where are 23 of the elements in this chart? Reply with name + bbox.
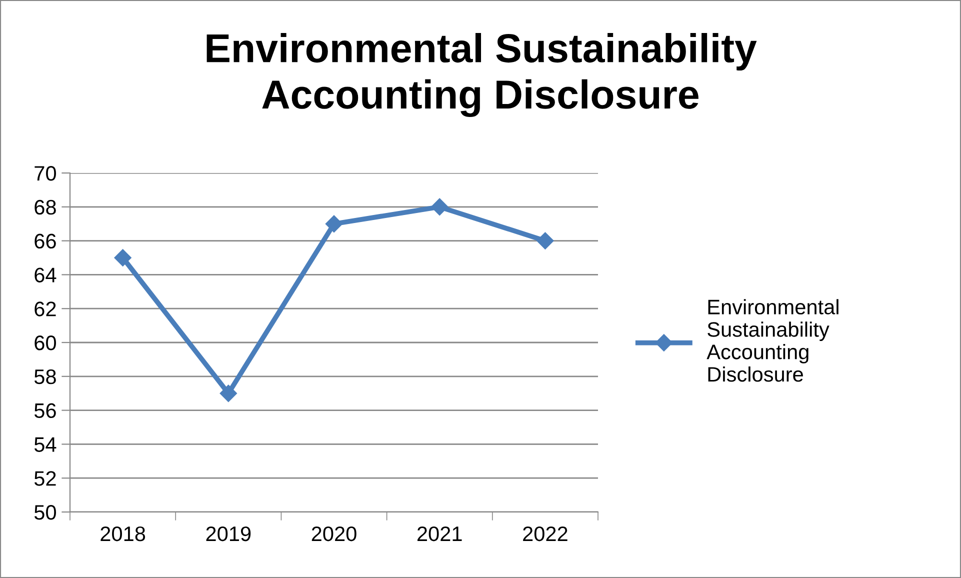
y-tick-label: 66 xyxy=(34,234,56,249)
y-tick-label: 60 xyxy=(34,336,56,350)
y-tick-label: 54 xyxy=(34,437,56,452)
y-tick-label: 62 xyxy=(34,302,56,316)
point xyxy=(536,232,554,250)
point xyxy=(431,198,448,216)
x-tick-label: 2019 xyxy=(206,526,251,542)
x-tick-label: 2020 xyxy=(312,526,356,542)
y-tick-label: 58 xyxy=(34,369,56,384)
point xyxy=(220,384,237,402)
y-tick-label: 64 xyxy=(34,268,56,282)
x-tick-label: 2022 xyxy=(523,526,568,542)
legend-label: Environmental Sustainability Accounting Disclosure xyxy=(706,299,838,382)
y-tick-label: 50 xyxy=(34,505,56,520)
point xyxy=(325,215,343,232)
y-tick-label: 70 xyxy=(34,166,56,181)
y-tick-label: 68 xyxy=(34,200,56,215)
x-tick-label: 2018 xyxy=(100,526,146,542)
x-tick-label: 2021 xyxy=(417,526,462,542)
point xyxy=(114,249,132,266)
chart-title: Environmental Sustainability Accounting Disclosure xyxy=(206,32,757,118)
y-tick-label: 52 xyxy=(34,471,56,486)
y-tick-label: 56 xyxy=(34,403,56,418)
